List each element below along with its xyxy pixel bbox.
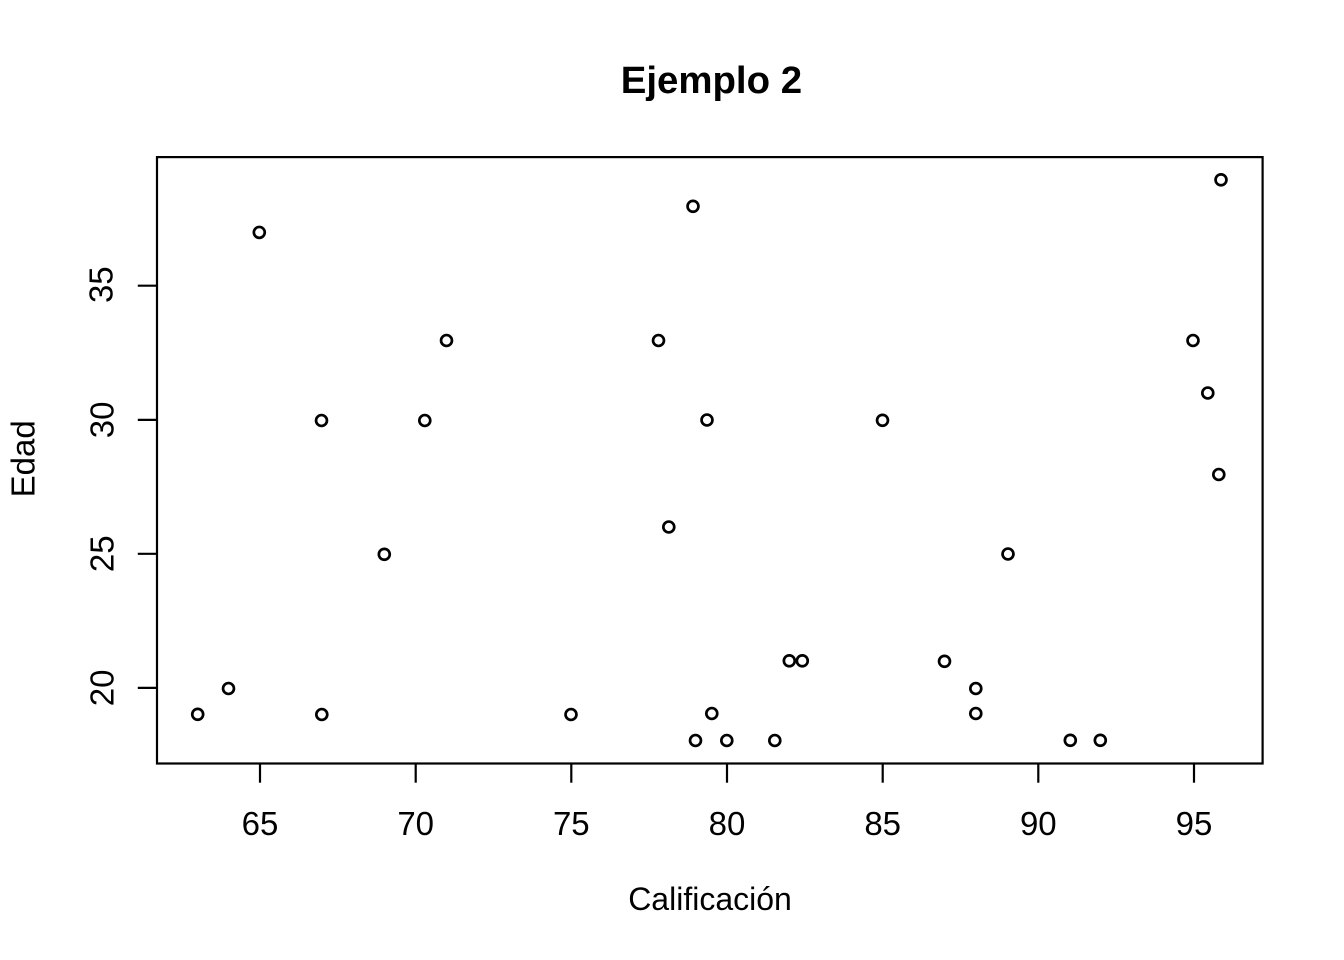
svg-text:35: 35 xyxy=(83,266,120,303)
svg-text:20: 20 xyxy=(84,670,121,707)
svg-text:75: 75 xyxy=(553,805,590,842)
svg-text:25: 25 xyxy=(84,535,121,572)
svg-text:30: 30 xyxy=(84,402,121,439)
svg-text:85: 85 xyxy=(864,805,901,842)
svg-text:Calificación: Calificación xyxy=(628,881,792,917)
svg-text:Edad: Edad xyxy=(5,420,42,497)
svg-text:70: 70 xyxy=(397,805,434,842)
svg-text:80: 80 xyxy=(709,805,746,842)
svg-text:Ejemplo 2: Ejemplo 2 xyxy=(621,59,802,102)
svg-text:90: 90 xyxy=(1020,805,1057,842)
svg-text:65: 65 xyxy=(242,805,279,842)
svg-text:95: 95 xyxy=(1176,805,1213,842)
